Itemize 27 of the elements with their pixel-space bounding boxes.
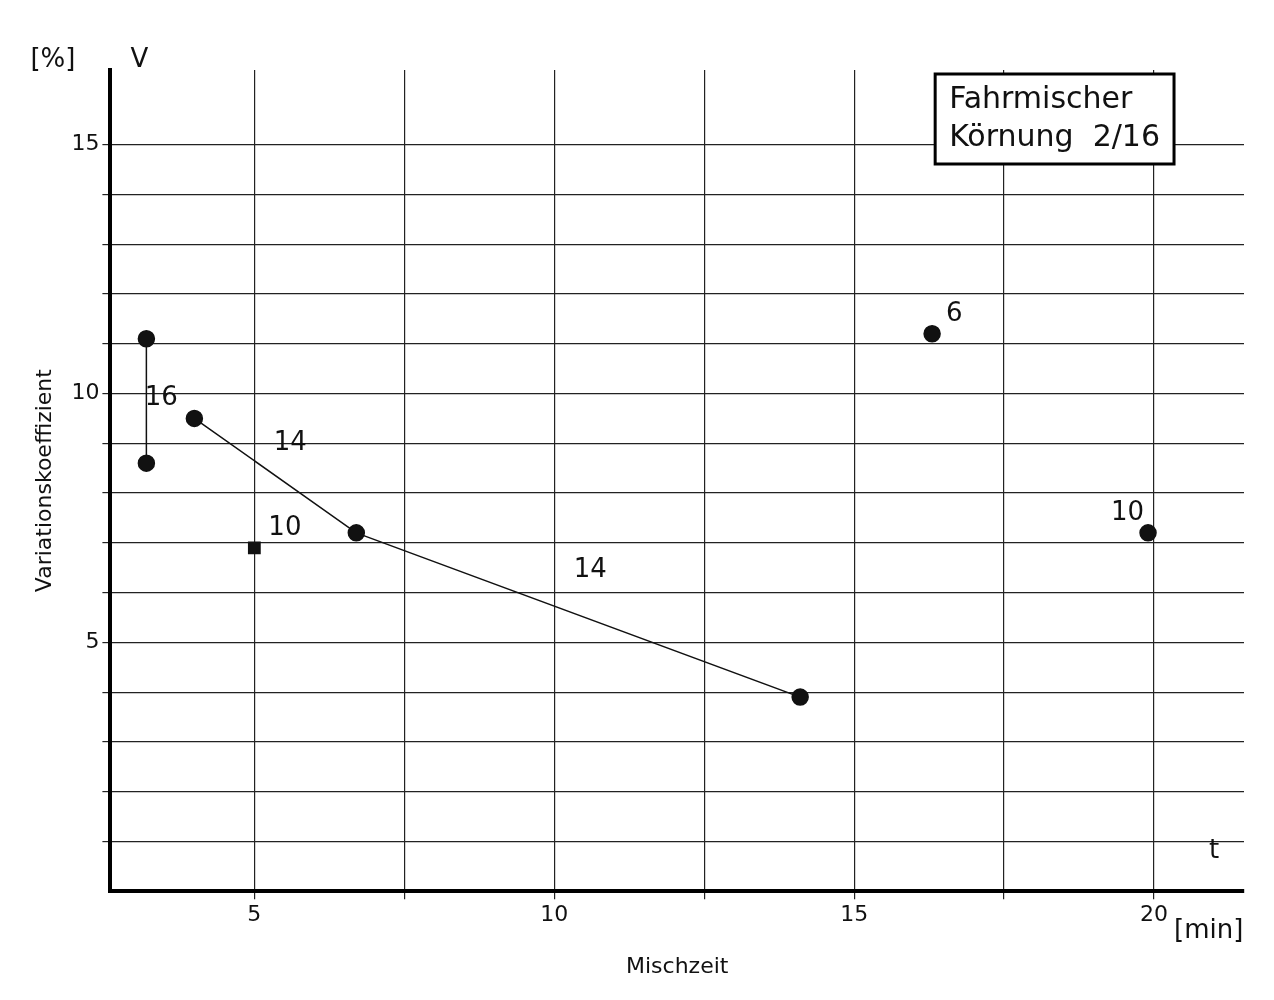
x-tick-label: 10 [540, 901, 569, 927]
annotation: 10 [268, 510, 302, 541]
point [923, 325, 941, 343]
point [1139, 524, 1157, 542]
x-tick-label: 5 [247, 901, 262, 927]
text: Körnung 2/16 [949, 117, 1161, 153]
text: [%] [30, 42, 76, 73]
annotation: t [1208, 833, 1220, 864]
annotation: V [130, 42, 149, 73]
point [791, 688, 809, 706]
point [247, 541, 261, 555]
annotation: 14 [573, 552, 607, 583]
y-tick-label: 5 [85, 628, 100, 654]
y-tick-label: 10 [71, 379, 100, 405]
x-axis-title: Mischzeit [625, 952, 729, 978]
x-tick-label: 15 [840, 901, 869, 927]
y-tick-label: 15 [71, 130, 100, 156]
annotation: 10 [1110, 495, 1145, 526]
point [137, 330, 156, 348]
y-axis-title: Variationskoeffizient [30, 368, 56, 593]
annotation: 6 [946, 296, 963, 327]
point [137, 454, 156, 472]
text: [min] [1174, 913, 1244, 944]
chart-title: Fahrmischer [949, 79, 1134, 115]
point [347, 524, 366, 542]
point [185, 409, 204, 428]
x-tick-label: 20 [1140, 901, 1169, 927]
